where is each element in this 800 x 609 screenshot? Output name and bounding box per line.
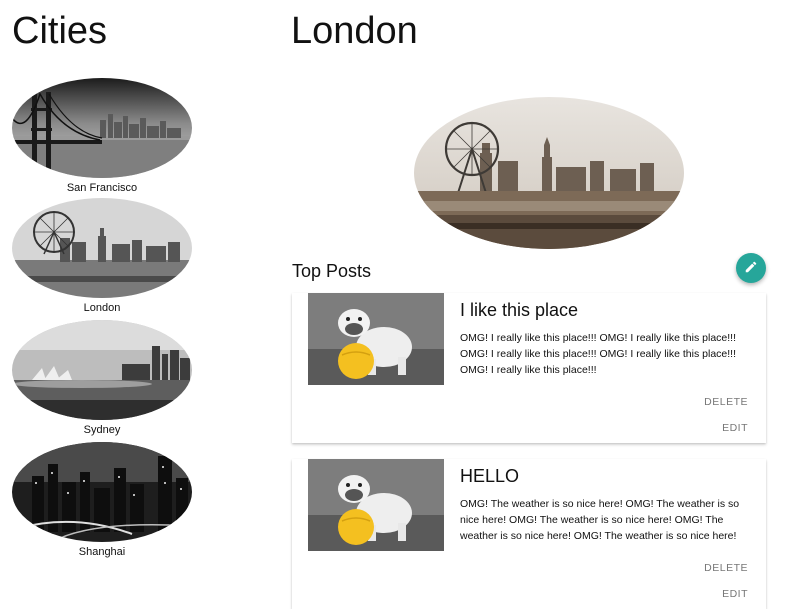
delete-post-button[interactable]: DELETE (704, 396, 748, 408)
san-francisco-image[interactable] (12, 78, 192, 178)
city-item-san-francisco[interactable]: San Francisco (12, 78, 192, 194)
pencil-icon (744, 260, 758, 277)
city-label: Sydney (83, 424, 121, 436)
cities-heading: Cities (12, 10, 108, 52)
london-image[interactable] (12, 198, 192, 298)
city-label: Shanghai (78, 546, 126, 558)
post-image (308, 459, 444, 551)
sydney-image[interactable] (12, 320, 192, 420)
city-item-sydney[interactable]: Sydney (12, 320, 192, 436)
post-body: OMG! The weather is so nice here! OMG! T… (460, 498, 740, 542)
edit-fab-button[interactable] (736, 253, 766, 283)
post-body: OMG! I really like this place!!! OMG! I … (460, 332, 736, 376)
edit-post-button[interactable]: EDIT (722, 422, 748, 434)
post-title: I like this place (460, 300, 579, 320)
top-posts-heading: Top Posts (292, 261, 372, 281)
edit-post-button[interactable]: EDIT (722, 588, 748, 600)
city-item-london[interactable]: London (12, 198, 192, 314)
city-label: London (83, 302, 121, 314)
city-hero-image (414, 97, 684, 249)
selected-city-title: London (291, 10, 418, 52)
city-item-shanghai[interactable]: Shanghai (12, 442, 192, 558)
shanghai-image[interactable] (12, 442, 192, 542)
delete-post-button[interactable]: DELETE (704, 562, 748, 574)
post-title: HELLO (460, 466, 520, 486)
post-card: HELLO OMG! The weather is so nice here! … (292, 459, 766, 609)
post-image (308, 293, 444, 385)
post-card: I like this place OMG! I really like thi… (292, 293, 766, 443)
city-label: San Francisco (66, 182, 138, 194)
